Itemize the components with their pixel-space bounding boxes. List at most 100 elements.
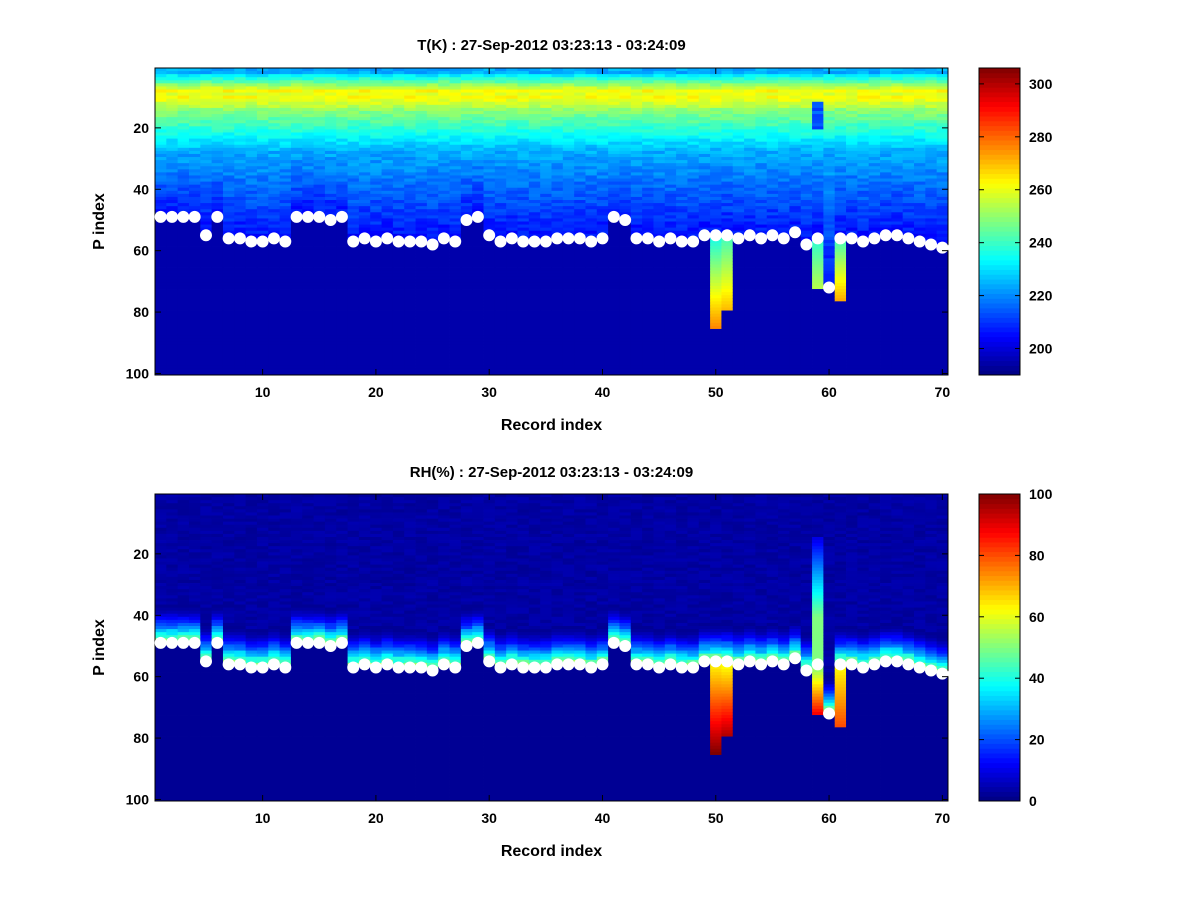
heatmap-cell bbox=[166, 328, 179, 333]
heatmap-cell bbox=[302, 68, 314, 72]
heatmap-cell bbox=[381, 285, 394, 290]
heatmap-cell bbox=[188, 175, 201, 179]
heatmap-cell bbox=[381, 80, 394, 84]
heatmap-cell bbox=[698, 160, 711, 164]
heatmap-cell bbox=[506, 255, 518, 259]
heatmap-cell bbox=[585, 289, 598, 293]
heatmap-cell bbox=[268, 292, 281, 296]
heatmap-cell bbox=[370, 304, 382, 308]
heatmap-cell bbox=[449, 356, 462, 361]
heatmap-cell bbox=[381, 301, 394, 305]
heatmap-cell bbox=[268, 322, 281, 327]
heatmap-cell bbox=[630, 120, 643, 124]
heatmap-cell bbox=[438, 224, 450, 229]
heatmap-cell bbox=[585, 107, 598, 112]
heatmap-cell bbox=[517, 322, 530, 327]
heatmap-cell bbox=[358, 304, 371, 308]
heatmap-cell bbox=[517, 135, 530, 140]
heatmap-cell bbox=[585, 341, 598, 345]
heatmap-cell bbox=[540, 181, 552, 186]
heatmap-cell bbox=[528, 365, 541, 370]
heatmap-cell bbox=[449, 301, 462, 305]
heatmap-cell bbox=[211, 206, 224, 210]
heatmap-cell bbox=[483, 295, 496, 299]
heatmap-cell bbox=[234, 163, 247, 167]
heatmap-cell bbox=[517, 227, 530, 232]
heatmap-cell bbox=[608, 310, 620, 314]
heatmap-cell bbox=[426, 316, 439, 321]
heatmap-cell bbox=[347, 200, 360, 204]
heatmap-cell bbox=[585, 322, 598, 327]
heatmap-cell bbox=[528, 184, 541, 189]
heatmap-cell bbox=[438, 242, 450, 247]
heatmap-cell bbox=[392, 328, 405, 333]
heatmap-cell bbox=[528, 157, 541, 161]
heatmap-cell bbox=[540, 258, 552, 262]
heatmap-cell bbox=[483, 313, 496, 318]
heatmap-cell bbox=[449, 86, 462, 90]
heatmap-cell bbox=[381, 187, 394, 192]
heatmap-cell bbox=[608, 221, 620, 225]
heatmap-cell bbox=[642, 98, 654, 103]
heatmap-cell bbox=[324, 350, 337, 354]
heatmap-cell bbox=[517, 371, 530, 376]
heatmap-cell bbox=[166, 307, 179, 311]
heatmap-cell bbox=[256, 98, 269, 103]
heatmap-cell bbox=[347, 316, 360, 321]
heatmap-cell bbox=[279, 270, 292, 275]
heatmap-cell bbox=[630, 163, 643, 167]
heatmap-cell bbox=[290, 258, 303, 262]
heatmap-cell bbox=[653, 215, 666, 219]
heatmap-cell bbox=[211, 368, 224, 373]
heatmap-cell bbox=[608, 147, 620, 152]
heatmap-cell bbox=[653, 181, 666, 186]
heatmap-cell bbox=[222, 77, 235, 81]
heatmap-cell bbox=[234, 71, 247, 75]
heatmap-cell bbox=[710, 135, 722, 140]
heatmap-cell bbox=[483, 353, 496, 357]
heatmap-cell bbox=[698, 316, 711, 321]
heatmap-cell bbox=[460, 285, 473, 290]
heatmap-cell bbox=[211, 141, 224, 146]
heatmap-cell bbox=[234, 184, 247, 189]
heatmap-cell bbox=[290, 227, 303, 232]
heatmap-cell bbox=[381, 181, 394, 186]
heatmap-cell bbox=[234, 86, 247, 90]
heatmap-cell bbox=[358, 92, 371, 97]
heatmap-cell bbox=[449, 319, 462, 324]
heatmap-cell bbox=[381, 86, 394, 90]
heatmap-cell bbox=[449, 71, 462, 75]
heatmap-cell bbox=[313, 356, 326, 361]
heatmap-cell bbox=[347, 138, 360, 143]
heatmap-cell bbox=[506, 203, 518, 207]
heatmap-cell bbox=[268, 371, 281, 376]
heatmap-cell bbox=[664, 135, 677, 140]
heatmap-cell bbox=[302, 114, 314, 118]
heatmap-cell bbox=[404, 292, 416, 296]
heatmap-cell bbox=[324, 264, 337, 268]
heatmap-cell bbox=[358, 362, 371, 367]
heatmap-cell bbox=[596, 218, 609, 222]
heatmap-cell bbox=[517, 110, 530, 115]
heatmap-cell bbox=[370, 160, 382, 164]
heatmap-cell bbox=[155, 92, 167, 97]
heatmap-cell bbox=[472, 258, 484, 262]
heatmap-cell bbox=[245, 104, 258, 109]
heatmap-cell bbox=[608, 285, 620, 290]
heatmap-cell bbox=[438, 138, 450, 143]
heatmap-cell bbox=[653, 77, 666, 81]
heatmap-cell bbox=[256, 298, 269, 302]
heatmap-cell bbox=[438, 92, 450, 97]
heatmap-cell bbox=[404, 255, 416, 259]
heatmap-cell bbox=[630, 221, 643, 225]
heatmap-cell bbox=[494, 212, 507, 216]
heatmap-cell bbox=[528, 181, 541, 186]
heatmap-cell bbox=[404, 157, 416, 161]
heatmap-cell bbox=[438, 353, 450, 357]
heatmap-cell bbox=[358, 77, 371, 81]
heatmap-cell bbox=[188, 273, 201, 278]
heatmap-cell bbox=[177, 126, 190, 130]
heatmap-cell bbox=[438, 359, 450, 364]
heatmap-cell bbox=[494, 273, 507, 278]
heatmap-cell bbox=[585, 71, 598, 75]
